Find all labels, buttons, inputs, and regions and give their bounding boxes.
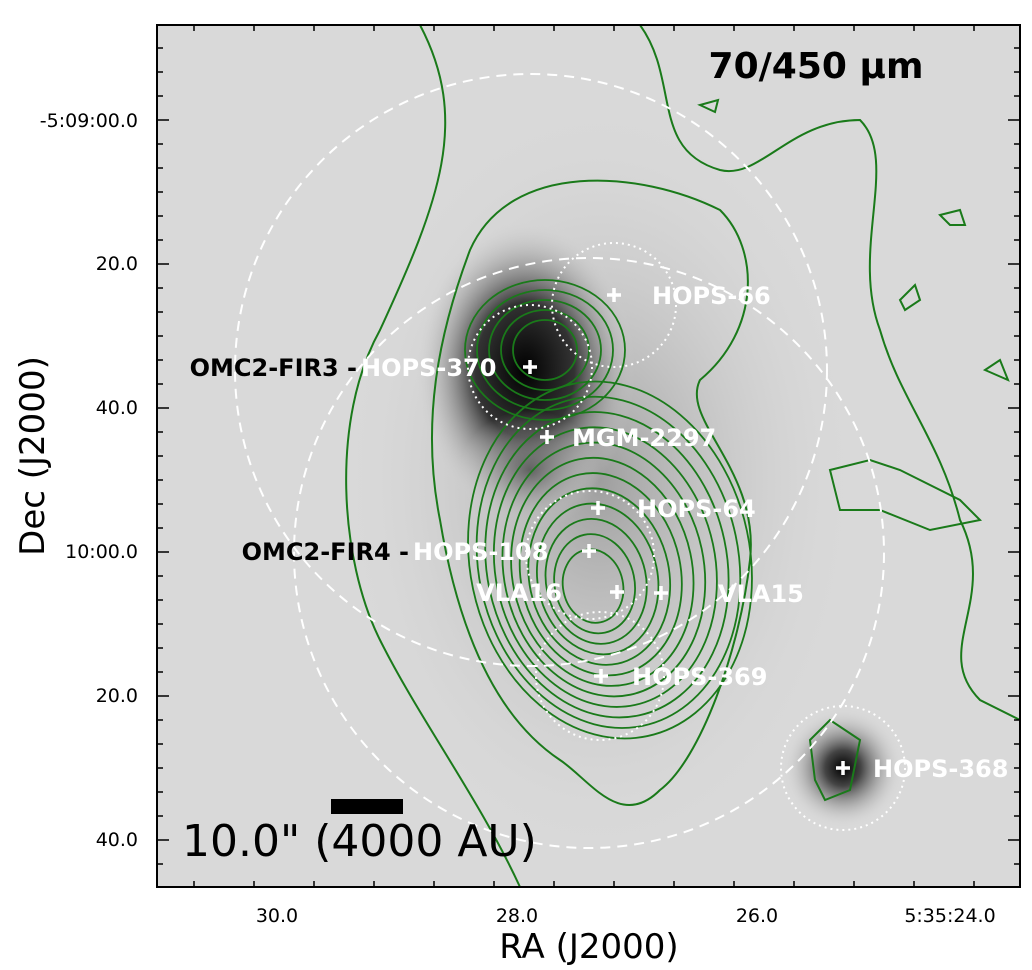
source-label: VLA16 [476, 579, 562, 607]
source-prefix: OMC2-FIR4 - [242, 538, 409, 566]
y-tick-label: 40.0 [96, 829, 138, 851]
contour [510, 456, 695, 687]
contour [484, 411, 730, 719]
x-tick-label: 30.0 [256, 905, 298, 927]
y-axis-label: Dec (J2000) [13, 356, 53, 556]
source-marker [582, 544, 596, 558]
contour [500, 309, 590, 391]
source-label: HOPS-369 [632, 663, 767, 691]
contour [501, 441, 707, 698]
contour [464, 279, 626, 421]
scale-bar [331, 799, 403, 814]
x-tick-label: 28.0 [496, 905, 538, 927]
source-marker [607, 288, 621, 302]
source-label: HOPS-66 [652, 282, 771, 310]
source-prefix: OMC2-FIR3 - [190, 354, 357, 382]
contour [492, 426, 718, 708]
source-marker [540, 430, 554, 444]
contour [476, 289, 614, 411]
source-marker [836, 761, 850, 775]
source-label: HOPS-64 [637, 495, 756, 523]
contour [467, 380, 753, 740]
y-tick-label: 10:00.0 [65, 541, 138, 563]
source-label: HOPS-370 [361, 354, 496, 382]
source-label: MGM-2297 [572, 424, 716, 452]
source-marker [594, 669, 608, 683]
x-tick-label: 26.0 [736, 905, 778, 927]
contour [512, 319, 578, 381]
scale-bar-label: 10.0" (4000 AU) [182, 816, 537, 867]
x-axis-label: RA (J2000) [499, 927, 678, 967]
x-tick-label: 5:35:24.0 [904, 905, 995, 927]
contour [475, 395, 742, 729]
source-label: HOPS-368 [873, 755, 1008, 783]
y-tick-label: -5:09:00.0 [40, 110, 138, 132]
y-tick-label: 20.0 [96, 685, 138, 707]
contour [553, 533, 636, 635]
contour [518, 472, 683, 677]
contour [527, 487, 672, 666]
source-marker [610, 585, 624, 599]
source-marker [654, 586, 668, 600]
source-marker [523, 360, 537, 374]
contour [544, 517, 648, 645]
source-label: VLA15 [718, 580, 804, 608]
y-tick-label: 20.0 [96, 253, 138, 275]
source-label: HOPS-108 [413, 538, 548, 566]
image [157, 25, 1020, 887]
panel-label: 70/450 μm [709, 46, 924, 87]
y-tick-label: 40.0 [96, 397, 138, 419]
contour [488, 299, 602, 401]
source-marker [591, 501, 605, 515]
